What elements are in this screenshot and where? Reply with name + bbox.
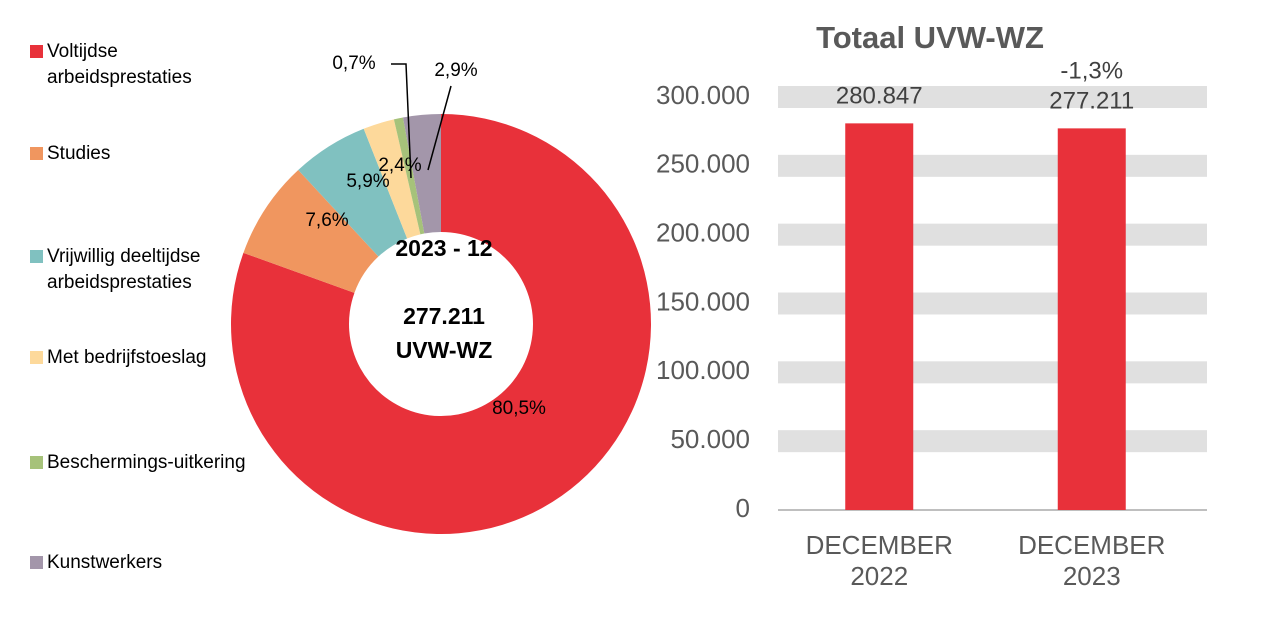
y-tick-label: 100.000 [656, 355, 750, 385]
donut-slice [363, 119, 421, 239]
legend-label: Studies [47, 143, 111, 164]
y-tick-label: 50.000 [670, 424, 750, 454]
legend-label: Vrijwillig deeltijdse arbeidsprestaties [47, 246, 201, 293]
leader-line [427, 85, 452, 171]
legend-label: Met bedrijfstoeslag [47, 347, 207, 368]
bar [845, 123, 914, 510]
legend-swatch [30, 250, 43, 263]
donut-slice [393, 117, 425, 235]
legend-label: Kunstwerkers [47, 552, 163, 573]
x-tick-line: 2022 [850, 561, 908, 591]
donut-slice [230, 114, 651, 534]
data-label: 280.847 [836, 83, 923, 110]
grid-band [778, 292, 1207, 315]
center-text: 277.211 [403, 303, 485, 329]
legend-swatch [30, 45, 43, 58]
x-tick-label: DECEMBER 2022 [806, 530, 953, 591]
x-tick-line: 2023 [1063, 561, 1121, 591]
bar [1057, 128, 1126, 510]
data-label: 0,7% [332, 53, 375, 74]
grid-band [778, 361, 1207, 384]
center-text: UVW-WZ [396, 337, 493, 363]
y-tick-label: 250.000 [656, 149, 750, 179]
center-text: 2023 - 12 [395, 235, 492, 261]
donut-slice [243, 170, 379, 293]
grid-band [778, 430, 1207, 453]
donut-slice [402, 114, 441, 234]
grid-band [778, 86, 1207, 108]
y-tick-label: 0 [736, 493, 750, 523]
data-label: 2,9% [434, 60, 477, 81]
data-label: 2,4% [378, 155, 421, 176]
legend-label: Beschermings-uitkering [47, 452, 246, 473]
chart-title: Totaal UVW-WZ [816, 20, 1044, 55]
leader-line [391, 63, 412, 179]
data-label: 5,9% [346, 171, 389, 192]
legend-label: Voltijdse arbeidsprestaties [47, 41, 192, 88]
data-label: 80,5% [492, 398, 546, 419]
donut-slice [298, 128, 408, 257]
y-tick-label: 200.000 [656, 218, 750, 248]
legend-swatch [30, 147, 43, 160]
legend-swatch [30, 456, 43, 469]
legend-swatch [30, 351, 43, 364]
x-tick-line: DECEMBER [806, 530, 953, 560]
x-tick-line: DECEMBER [1018, 530, 1165, 560]
x-tick-label: DECEMBER 2023 [1018, 530, 1165, 591]
y-tick-label: 150.000 [656, 286, 750, 316]
grid-band [778, 154, 1207, 177]
y-tick-label: 300.000 [656, 80, 750, 110]
legend-swatch [30, 556, 43, 569]
data-label: 277.211 [1049, 88, 1134, 115]
annotation: -1,3% [1060, 57, 1123, 84]
grid-band [778, 223, 1207, 246]
data-label: 7,6% [305, 210, 348, 231]
